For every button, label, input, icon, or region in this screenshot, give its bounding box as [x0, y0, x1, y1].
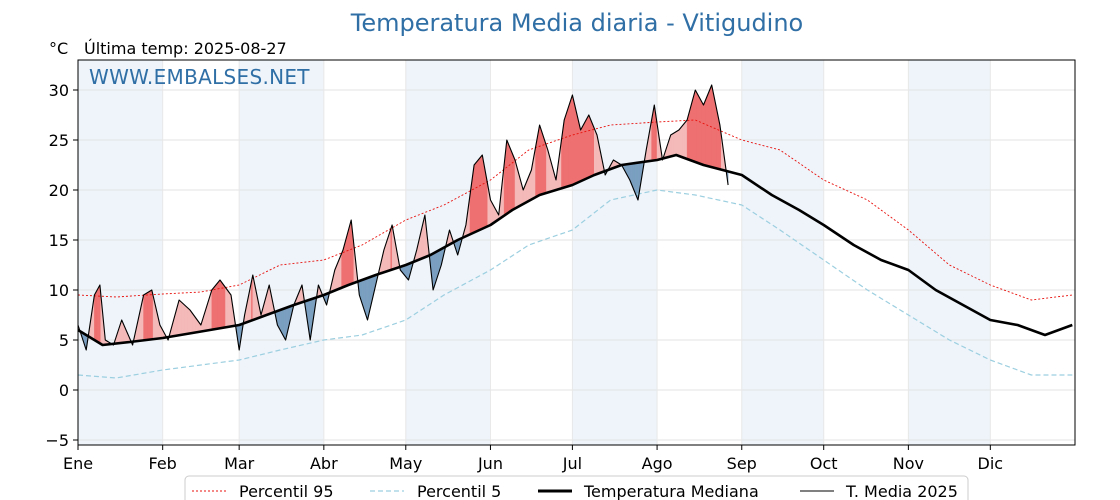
month-band	[239, 60, 324, 445]
anomaly-fill	[225, 286, 228, 328]
y-tick-label: 25	[49, 131, 69, 150]
y-tick-label: −5	[45, 431, 69, 450]
last-temp-label: Última temp: 2025-08-27	[84, 39, 287, 58]
y-tick-label: 30	[49, 81, 69, 100]
line-percentil-95	[77, 119, 1073, 301]
watermark: WWW.EMBALSES.NET	[89, 65, 310, 89]
month-band	[78, 60, 163, 445]
anomaly-fill	[182, 302, 185, 335]
x-tick-label: Oct	[810, 454, 838, 473]
month-bands	[78, 60, 991, 445]
x-tick-label: Dic	[978, 454, 1004, 473]
x-tick-label: May	[389, 454, 422, 473]
x-tick-label: Ene	[63, 454, 93, 473]
series-lines	[77, 84, 1073, 379]
x-tick-label: Sep	[727, 454, 757, 473]
legend-label-median: Temperatura Mediana	[583, 482, 759, 500]
y-axis: −5 0 5 10 15 20 25 30	[45, 81, 78, 450]
anomaly-fill	[227, 289, 230, 328]
chart-title: Temperatura Media diaria - Vitigudino	[350, 9, 803, 37]
plot-frame	[77, 59, 1076, 446]
legend: Percentil 95 Percentil 5 Temperatura Med…	[184, 475, 969, 500]
anomaly-fill	[191, 311, 194, 334]
x-axis: Ene Feb Mar Abr May Jun Jul Ago Sep Oct Nov Dic	[63, 445, 1003, 473]
anomaly-fill	[228, 291, 232, 328]
anomaly-fill	[186, 306, 189, 335]
anomaly-fill	[180, 301, 183, 336]
month-band	[908, 60, 991, 445]
anomaly-fill	[223, 284, 226, 328]
y-tick-label: 20	[49, 181, 69, 200]
anomaly-fill	[178, 299, 182, 336]
y-tick-label: 15	[49, 231, 69, 250]
x-tick-label: Jun	[477, 454, 503, 473]
month-band	[741, 60, 824, 445]
anomaly-fill	[187, 307, 191, 334]
anomaly-fill	[189, 309, 193, 334]
line-temperatura-mediana	[77, 153, 1073, 347]
legend-box	[184, 475, 969, 500]
legend-label-p95: Percentil 95	[239, 482, 334, 500]
line-percentil-5	[77, 189, 1073, 379]
unit-label: °C	[49, 39, 68, 58]
x-tick-label: Nov	[893, 454, 924, 473]
y-tick-label: 5	[59, 331, 69, 350]
legend-label-p5: Percentil 5	[417, 482, 501, 500]
x-tick-label: Abr	[310, 454, 338, 473]
y-tick-label: 10	[49, 281, 69, 300]
x-tick-label: Feb	[149, 454, 177, 473]
x-tick-label: Mar	[224, 454, 255, 473]
legend-label-current: T. Media 2025	[845, 482, 958, 500]
y-tick-label: 0	[59, 381, 69, 400]
x-tick-label: Jul	[562, 454, 582, 473]
line-t-media-2025	[77, 84, 729, 351]
anomaly-fill	[184, 304, 187, 335]
anomaly-fill	[219, 279, 223, 329]
anomaly-fill	[221, 281, 224, 329]
month-band	[572, 60, 658, 445]
x-tick-label: Ago	[642, 454, 673, 473]
